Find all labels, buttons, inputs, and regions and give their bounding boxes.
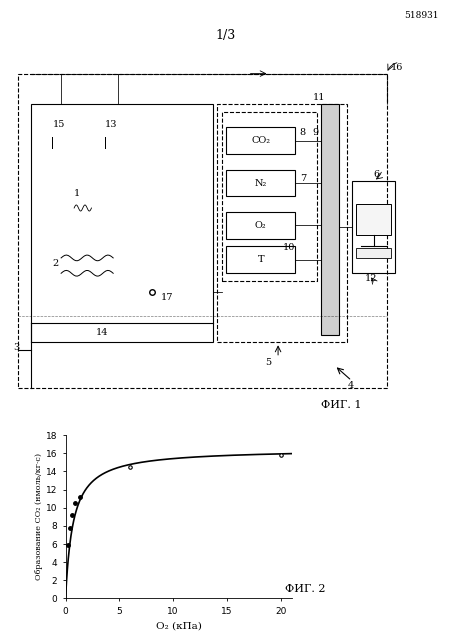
Bar: [31, 104, 212, 342]
X-axis label: O₂ (кПа): O₂ (кПа): [155, 621, 201, 630]
Y-axis label: Образование CO₂ (нмоль/кг·с): Образование CO₂ (нмоль/кг·с): [35, 453, 43, 580]
Text: 15: 15: [52, 120, 64, 129]
Text: 9: 9: [312, 128, 318, 137]
Text: N₂: N₂: [254, 179, 266, 188]
Text: 11: 11: [312, 93, 325, 102]
Text: 16: 16: [390, 63, 402, 72]
Bar: [221, 112, 317, 281]
Text: 13: 13: [104, 120, 117, 129]
Text: 4: 4: [347, 381, 353, 390]
Text: 7: 7: [299, 174, 305, 183]
Text: ФИГ. 2: ФИГ. 2: [284, 584, 325, 594]
Text: 1: 1: [74, 189, 80, 198]
Text: 5: 5: [264, 358, 271, 367]
Bar: [226, 170, 295, 196]
Bar: [355, 204, 390, 235]
Text: 1/3: 1/3: [216, 29, 235, 42]
Text: ФИГ. 1: ФИГ. 1: [321, 399, 361, 410]
Text: 6: 6: [373, 170, 379, 179]
Bar: [226, 246, 295, 273]
Bar: [321, 104, 338, 335]
Bar: [217, 104, 347, 342]
Bar: [351, 181, 394, 273]
Text: 12: 12: [364, 274, 377, 283]
Text: T: T: [257, 255, 263, 264]
Text: 3: 3: [14, 343, 19, 352]
Text: 8: 8: [299, 128, 305, 137]
Text: 10: 10: [282, 243, 294, 252]
Text: 2: 2: [52, 259, 59, 268]
Text: 14: 14: [96, 328, 108, 337]
Text: 17: 17: [161, 293, 173, 302]
Bar: [226, 127, 295, 154]
Text: CO₂: CO₂: [251, 136, 270, 145]
Bar: [18, 74, 386, 388]
Bar: [226, 212, 295, 239]
Text: 518931: 518931: [403, 11, 437, 20]
Text: O₂: O₂: [254, 221, 266, 230]
Bar: [355, 248, 390, 258]
